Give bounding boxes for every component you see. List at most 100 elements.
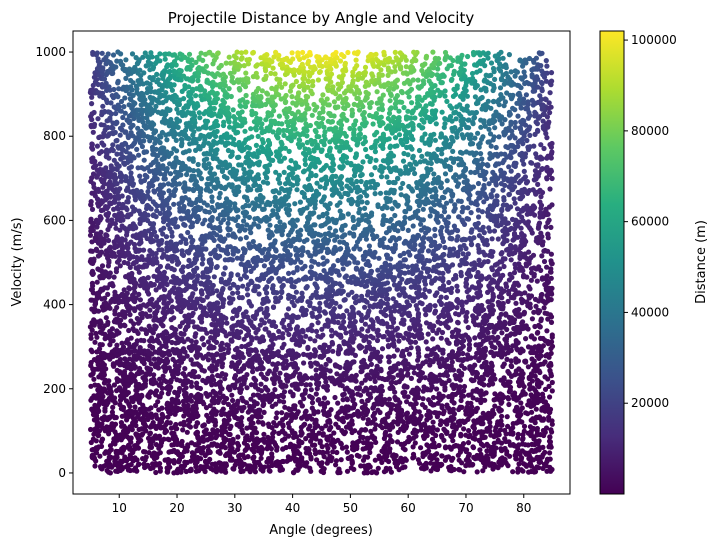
scatter-point <box>193 464 199 470</box>
scatter-point <box>490 137 496 143</box>
scatter-point <box>267 277 273 283</box>
scatter-point <box>141 166 147 172</box>
scatter-point <box>382 416 388 422</box>
scatter-point <box>112 308 118 314</box>
scatter-point <box>386 359 392 365</box>
scatter-point <box>501 195 507 201</box>
scatter-point <box>299 266 305 272</box>
scatter-point <box>394 347 400 353</box>
scatter-point <box>333 300 339 306</box>
scatter-point <box>405 249 412 255</box>
scatter-point <box>518 400 524 406</box>
scatter-point <box>134 146 140 152</box>
scatter-point <box>372 165 378 171</box>
scatter-point <box>291 72 297 78</box>
scatter-point <box>310 78 316 84</box>
scatter-point <box>542 386 549 392</box>
scatter-point <box>181 73 187 79</box>
scatter-point <box>350 254 356 260</box>
scatter-point <box>521 69 527 75</box>
scatter-point <box>496 134 502 140</box>
scatter-point <box>537 459 543 465</box>
scatter-point <box>188 466 194 472</box>
scatter-point <box>462 174 468 180</box>
scatter-point <box>415 77 421 83</box>
scatter-point <box>153 469 159 476</box>
scatter-point <box>257 339 263 345</box>
scatter-point <box>100 134 106 140</box>
scatter-point <box>529 72 535 78</box>
scatter-point <box>307 423 313 429</box>
scatter-point <box>273 203 279 209</box>
scatter-point <box>209 435 215 441</box>
scatter-point <box>378 67 384 73</box>
scatter-point <box>227 244 233 250</box>
scatter-point <box>99 149 105 155</box>
scatter-point <box>277 80 283 86</box>
scatter-point <box>192 209 198 215</box>
scatter-point <box>515 113 521 119</box>
scatter-point <box>386 225 392 231</box>
scatter-point <box>304 106 310 112</box>
scatter-point <box>378 174 385 180</box>
scatter-point <box>498 251 504 257</box>
scatter-point <box>190 132 196 138</box>
scatter-point <box>392 212 398 219</box>
scatter-point <box>319 222 326 229</box>
scatter-point <box>492 262 498 268</box>
scatter-point <box>489 253 495 259</box>
scatter-point <box>512 73 518 79</box>
scatter-point <box>499 208 505 214</box>
scatter-point <box>312 281 318 287</box>
scatter-points <box>87 49 556 476</box>
scatter-point <box>456 368 462 374</box>
scatter-point <box>334 144 340 150</box>
scatter-point <box>493 144 499 151</box>
scatter-point <box>492 125 498 131</box>
scatter-point <box>449 229 455 235</box>
scatter-point <box>217 113 223 119</box>
scatter-point <box>317 300 323 306</box>
scatter-point <box>340 266 346 272</box>
scatter-point <box>528 277 535 283</box>
scatter-point <box>250 369 256 375</box>
scatter-point <box>165 181 171 187</box>
scatter-point <box>391 114 397 120</box>
scatter-point <box>110 52 117 58</box>
scatter-point <box>491 228 498 234</box>
scatter-point <box>211 171 218 177</box>
scatter-point <box>111 382 117 388</box>
scatter-point <box>90 51 96 57</box>
scatter-point <box>393 380 399 386</box>
scatter-point <box>374 129 380 135</box>
scatter-point <box>508 358 514 364</box>
scatter-point <box>89 101 95 107</box>
scatter-point <box>277 370 283 376</box>
scatter-point <box>474 309 480 315</box>
scatter-point <box>452 202 458 208</box>
scatter-point <box>194 218 200 225</box>
scatter-point <box>235 290 241 296</box>
scatter-point <box>455 288 461 294</box>
scatter-point <box>250 455 256 461</box>
scatter-point <box>115 94 121 100</box>
scatter-point <box>307 49 313 56</box>
scatter-point <box>442 171 449 177</box>
scatter-point <box>500 202 506 208</box>
scatter-point <box>311 101 317 108</box>
scatter-point <box>347 344 353 350</box>
scatter-point <box>499 413 505 419</box>
scatter-point <box>547 394 553 400</box>
scatter-point <box>518 75 524 81</box>
scatter-point <box>279 289 285 296</box>
scatter-point <box>312 347 318 353</box>
scatter-point <box>151 356 157 362</box>
scatter-point <box>385 401 391 407</box>
scatter-point <box>412 440 418 446</box>
scatter-point <box>250 239 256 245</box>
scatter-point <box>294 181 300 187</box>
scatter-point <box>148 405 154 411</box>
scatter-point <box>364 193 370 199</box>
scatter-point <box>537 187 543 193</box>
scatter-point <box>474 469 480 475</box>
